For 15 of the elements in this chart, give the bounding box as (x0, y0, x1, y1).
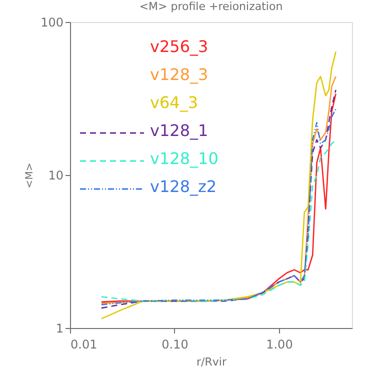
text: v256_3 (150, 37, 208, 56)
legend-label: v128_1 (150, 121, 208, 140)
legend-label: v128_z2 (150, 177, 217, 196)
text: v128_3 (150, 65, 208, 84)
y-axis-title: <M> (24, 162, 36, 188)
y-tick-label: 100 (40, 16, 64, 30)
text: v64_3 (150, 93, 198, 112)
x-tick-label: 1.00 (266, 338, 293, 352)
y-tick-label: 1 (56, 322, 64, 336)
chart-title: <M> profile +reionization (139, 0, 283, 13)
y-tick-label: 10 (48, 168, 64, 182)
x-tick-label: 0.10 (162, 338, 188, 352)
legend-label: v128_10 (150, 149, 218, 168)
x-tick-label: 0.01 (70, 338, 98, 352)
x-axis-title: r/Rvir (196, 356, 227, 368)
